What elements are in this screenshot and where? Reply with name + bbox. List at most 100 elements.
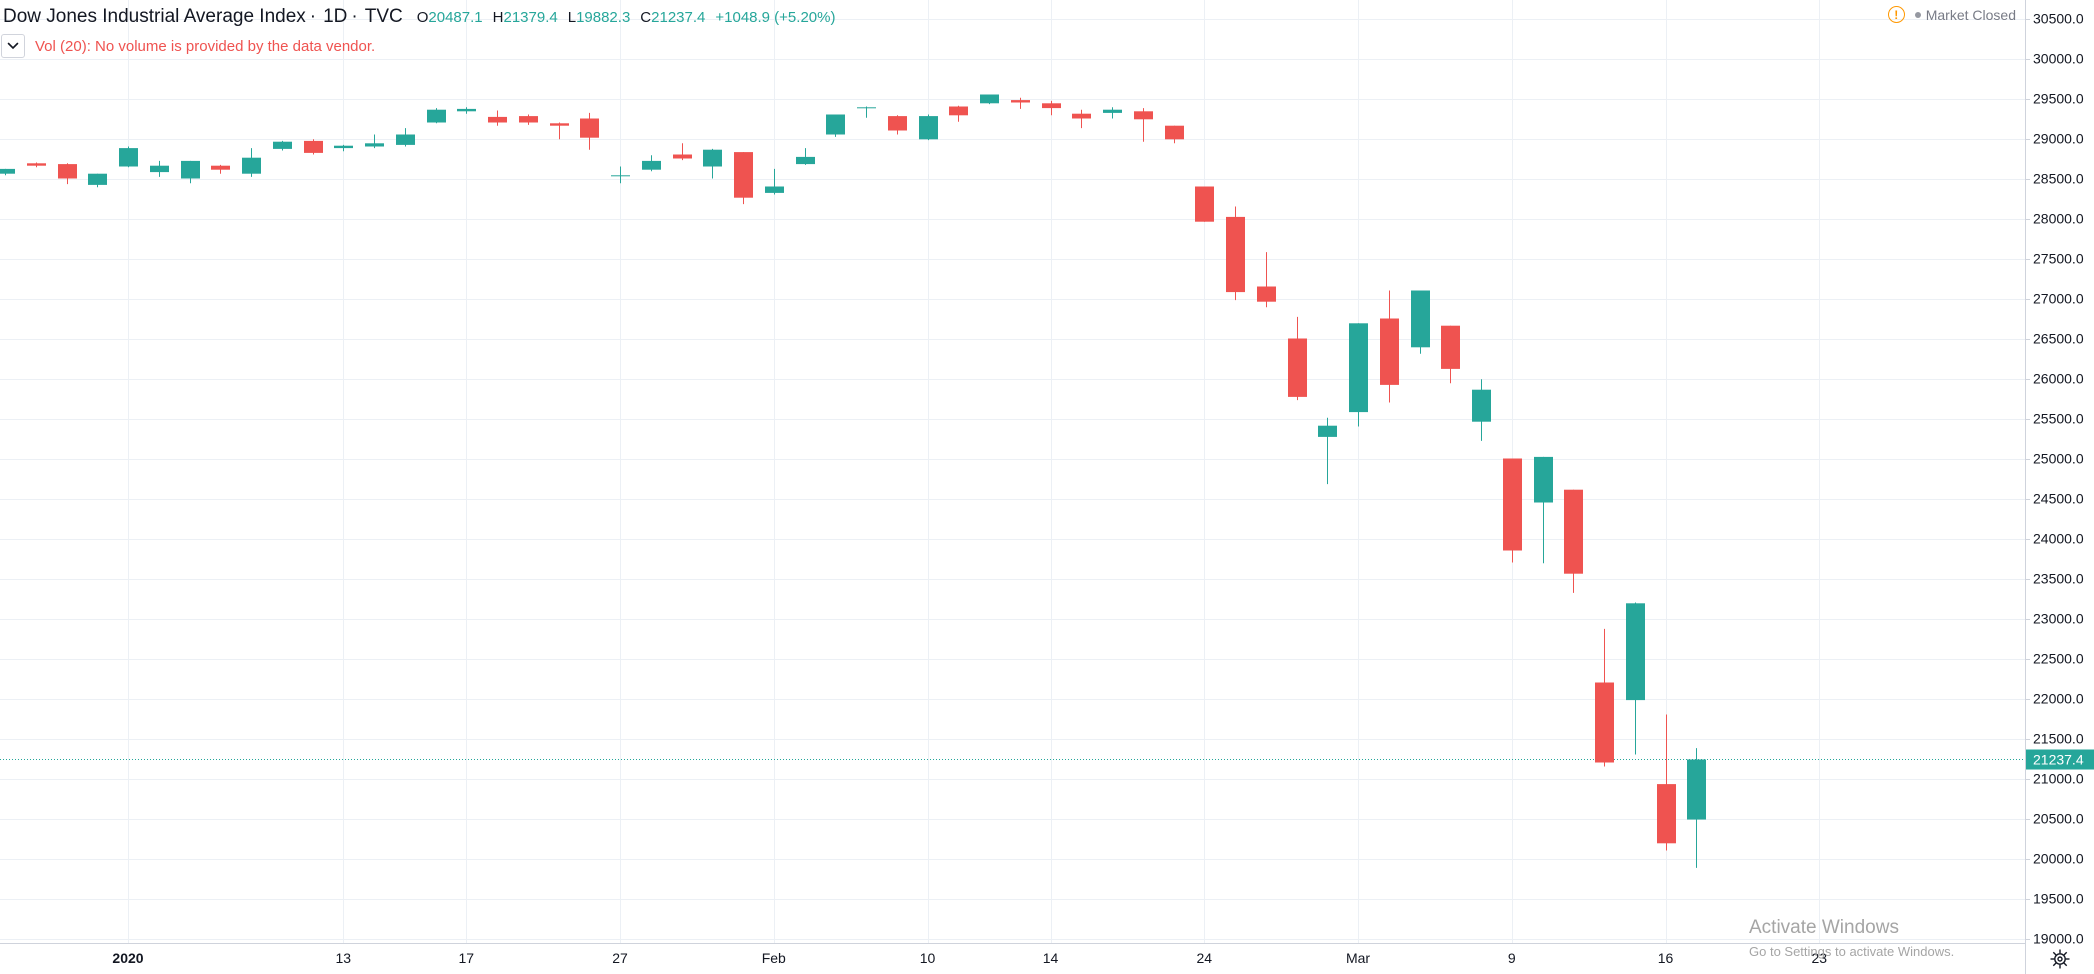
candle-body xyxy=(488,116,507,123)
candle-up xyxy=(0,168,15,176)
open-label: O xyxy=(416,8,429,26)
time-tick-label: Mar xyxy=(1346,950,1370,966)
price-tick-label: 29000.0 xyxy=(2033,131,2084,147)
candle-body xyxy=(949,106,968,116)
candle-body xyxy=(1288,338,1307,397)
candle-body xyxy=(857,107,876,109)
price-tick-label: 20000.0 xyxy=(2033,851,2084,867)
symbol-title[interactable]: Dow Jones Industrial Average Index xyxy=(3,6,306,27)
time-tick-label: 16 xyxy=(1658,950,1674,966)
candle-down xyxy=(1134,108,1153,142)
candle-body xyxy=(0,168,15,174)
candle-down xyxy=(1595,628,1614,767)
time-tick-label: 24 xyxy=(1196,950,1212,966)
candle-body xyxy=(1318,425,1337,437)
price-axis xyxy=(2025,0,2094,974)
time-tick-label: 2020 xyxy=(112,950,143,966)
high-value: 21379.4 xyxy=(503,8,558,26)
windows-activation-watermark: Activate Windows Go to Settings to activ… xyxy=(1749,917,1954,959)
candle-up xyxy=(334,144,353,152)
collapse-legend-button[interactable] xyxy=(1,34,25,58)
candle-down xyxy=(1380,290,1399,403)
candle-up xyxy=(396,128,415,147)
candle-body xyxy=(519,116,538,123)
change-value: +1048.9 (+5.20%) xyxy=(715,8,836,26)
candle-body xyxy=(181,160,200,179)
candle-up xyxy=(181,160,200,184)
candle-body xyxy=(1226,216,1245,293)
candle-body xyxy=(242,157,261,174)
candle-down xyxy=(304,139,323,155)
candle-down xyxy=(58,163,77,185)
candle-body xyxy=(427,109,446,123)
candle-up xyxy=(1534,456,1553,564)
candle-body xyxy=(1165,125,1184,140)
price-tick-label: 22500.0 xyxy=(2033,651,2084,667)
last-price-label: 21237.4 xyxy=(2033,752,2084,768)
candle-up xyxy=(796,148,815,165)
price-tick-label: 27500.0 xyxy=(2033,251,2084,267)
candle-up xyxy=(703,148,722,179)
candle-body xyxy=(58,164,77,179)
candle-up xyxy=(1687,748,1706,868)
candle-body xyxy=(1011,100,1030,103)
price-tick-label: 28000.0 xyxy=(2033,211,2084,227)
price-tick-label: 30000.0 xyxy=(2033,51,2084,67)
candle-body xyxy=(396,134,415,145)
price-tick-label: 19500.0 xyxy=(2033,891,2084,907)
candle-up xyxy=(919,114,938,141)
time-tick-label: 10 xyxy=(920,950,936,966)
candle-up xyxy=(980,94,999,105)
high-label: H xyxy=(492,8,504,26)
interval-label[interactable]: 1D xyxy=(323,6,348,27)
candle-up xyxy=(457,107,476,114)
candle-down xyxy=(211,164,230,174)
candle-up xyxy=(1318,417,1337,485)
gear-icon[interactable] xyxy=(2049,948,2071,970)
candle-up xyxy=(273,140,292,151)
price-tick-label: 26500.0 xyxy=(2033,331,2084,347)
candle-body xyxy=(580,118,599,138)
candle-body xyxy=(919,116,938,140)
price-tick-label: 21500.0 xyxy=(2033,731,2084,747)
candle-up xyxy=(365,134,384,149)
candle-down xyxy=(1564,489,1583,593)
candle-body xyxy=(1072,113,1091,119)
candle-down xyxy=(949,105,968,122)
candle-body xyxy=(550,123,569,126)
candle-down xyxy=(1226,206,1245,301)
time-tick-label: 23 xyxy=(1811,950,1827,966)
candle-body xyxy=(27,163,46,166)
price-tick-label: 22000.0 xyxy=(2033,691,2084,707)
chevron-down-icon xyxy=(7,42,19,50)
market-status[interactable]: ! Market Closed xyxy=(1887,6,2016,23)
low-label: L xyxy=(567,8,577,26)
candle-down xyxy=(1011,97,1030,109)
candle-body xyxy=(457,108,476,112)
candle-body xyxy=(1257,286,1276,302)
status-dot-icon xyxy=(1914,11,1921,18)
candle-down xyxy=(673,143,692,161)
candle-down xyxy=(27,162,46,168)
candle-body xyxy=(765,186,784,193)
candle-body xyxy=(304,140,323,153)
time-tick-label: Feb xyxy=(762,950,786,966)
candle-up xyxy=(1472,379,1491,441)
price-tick-label: 29500.0 xyxy=(2033,91,2084,107)
candle-up xyxy=(857,106,876,118)
time-tick-label: 14 xyxy=(1043,950,1059,966)
activation-title: Activate Windows xyxy=(1749,917,1899,938)
legend-separator-dot: · xyxy=(351,6,358,27)
price-tick-label: 30500.0 xyxy=(2033,11,2084,27)
close-value: 21237.4 xyxy=(651,8,706,26)
candle-down xyxy=(888,115,907,135)
candle-body xyxy=(673,154,692,159)
candle-body xyxy=(273,141,292,149)
candles xyxy=(0,94,1706,868)
candle-body xyxy=(1534,456,1553,503)
price-tick-label: 24500.0 xyxy=(2033,491,2084,507)
candle-up xyxy=(427,108,446,124)
price-tick-label: 26000.0 xyxy=(2033,371,2084,387)
candle-body xyxy=(796,156,815,165)
